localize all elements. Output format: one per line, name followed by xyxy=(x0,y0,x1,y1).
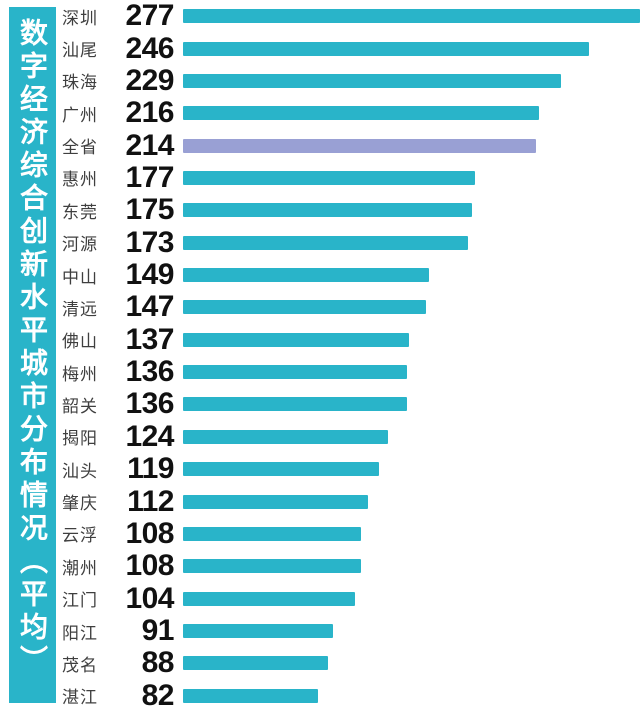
value-label: 177 xyxy=(125,160,174,194)
value-label: 119 xyxy=(127,452,174,486)
value-label: 136 xyxy=(125,355,174,389)
value-label: 104 xyxy=(125,581,174,615)
chart-row: 揭阳 124 xyxy=(0,421,640,453)
category-label: 清远 xyxy=(62,299,98,319)
chart-row: 佛山 137 xyxy=(0,324,640,356)
category-label: 佛山 xyxy=(62,332,98,352)
category-label: 湛江 xyxy=(62,688,98,708)
chart-row: 阳江 91 xyxy=(0,615,640,647)
bar xyxy=(183,526,361,541)
chart-title-strip: 数字经济综合创新水平城市分布情况（平均） xyxy=(9,7,56,703)
value-label: 229 xyxy=(125,63,174,97)
bar xyxy=(183,41,589,56)
chart-row: 珠海 229 xyxy=(0,65,640,97)
value-label: 82 xyxy=(141,678,175,712)
category-label: 江门 xyxy=(62,591,98,611)
chart-row: 清远 147 xyxy=(0,291,640,323)
category-label: 云浮 xyxy=(62,526,98,546)
chart-row: 江门 104 xyxy=(0,582,640,614)
chart-row: 广州 216 xyxy=(0,97,640,129)
bar xyxy=(183,591,355,606)
bar xyxy=(183,300,426,315)
chart-row: 肇庆 112 xyxy=(0,485,640,517)
chart-row: 河源 173 xyxy=(0,227,640,259)
value-label: 277 xyxy=(125,0,174,33)
chart-row: 湛江 82 xyxy=(0,680,640,712)
category-label: 汕头 xyxy=(62,461,98,481)
bar xyxy=(183,170,475,185)
bar-highlight xyxy=(183,138,536,153)
category-label: 肇庆 xyxy=(62,494,98,514)
bar xyxy=(183,397,407,412)
bar xyxy=(183,462,379,477)
category-label: 全省 xyxy=(62,138,98,158)
bar xyxy=(183,9,640,24)
bar xyxy=(183,559,361,574)
value-label: 88 xyxy=(141,646,175,680)
bar xyxy=(183,106,539,121)
bar xyxy=(183,365,407,380)
bar xyxy=(183,494,368,509)
value-label: 175 xyxy=(125,193,174,227)
chart-row: 汕头 119 xyxy=(0,453,640,485)
category-label: 阳江 xyxy=(62,623,98,643)
value-label: 216 xyxy=(125,96,174,130)
value-label: 137 xyxy=(125,322,174,356)
category-label: 深圳 xyxy=(62,8,98,28)
bar xyxy=(183,268,429,283)
value-label: 108 xyxy=(125,549,174,583)
value-label: 124 xyxy=(125,419,174,453)
chart-row: 中山 149 xyxy=(0,259,640,291)
category-label: 梅州 xyxy=(62,364,98,384)
category-label: 潮州 xyxy=(62,558,98,578)
value-label: 149 xyxy=(125,258,174,292)
chart-row: 云浮 108 xyxy=(0,518,640,550)
bar xyxy=(183,73,561,88)
value-label: 173 xyxy=(125,225,174,259)
chart-row: 东莞 175 xyxy=(0,194,640,226)
category-label: 河源 xyxy=(62,235,98,255)
chart-row: 韶关 136 xyxy=(0,388,640,420)
bar xyxy=(183,688,318,703)
chart-title: 数字经济综合创新水平城市分布情况（平均） xyxy=(17,18,48,678)
value-label: 214 xyxy=(125,128,174,162)
bar xyxy=(183,235,468,250)
category-label: 惠州 xyxy=(62,170,98,190)
bar xyxy=(183,332,409,347)
value-label: 108 xyxy=(125,516,174,550)
chart-row: 全省 214 xyxy=(0,129,640,161)
value-label: 147 xyxy=(125,290,174,324)
category-label: 广州 xyxy=(62,105,98,125)
value-label: 112 xyxy=(127,484,174,518)
category-label: 揭阳 xyxy=(62,429,98,449)
chart-row: 惠州 177 xyxy=(0,162,640,194)
chart-row: 梅州 136 xyxy=(0,356,640,388)
category-label: 东莞 xyxy=(62,202,98,222)
chart-row: 汕尾 246 xyxy=(0,32,640,64)
chart-row: 茂名 88 xyxy=(0,647,640,679)
bar xyxy=(183,624,333,638)
value-label: 246 xyxy=(125,31,174,65)
category-label: 珠海 xyxy=(62,73,98,93)
value-label: 91 xyxy=(141,614,175,647)
bar xyxy=(183,429,388,444)
bar xyxy=(183,203,472,218)
category-label: 汕尾 xyxy=(62,41,98,61)
category-label: 中山 xyxy=(62,267,98,287)
chart-row: 潮州 108 xyxy=(0,550,640,582)
bar xyxy=(183,656,328,671)
category-label: 茂名 xyxy=(62,655,98,675)
category-label: 韶关 xyxy=(62,396,98,416)
value-label: 136 xyxy=(125,387,174,421)
chart-row: 深圳 277 xyxy=(0,0,640,32)
